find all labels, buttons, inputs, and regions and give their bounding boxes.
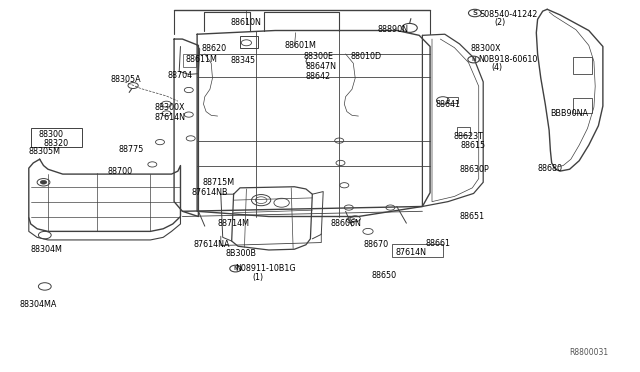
Text: 87614NB: 87614NB: [192, 188, 228, 197]
Text: 88775: 88775: [118, 145, 144, 154]
Text: 88630P: 88630P: [460, 165, 489, 174]
Text: 88300E: 88300E: [304, 52, 334, 61]
Text: 88304M: 88304M: [31, 245, 63, 254]
Text: 8B300B: 8B300B: [225, 249, 256, 258]
Text: 88305M: 88305M: [28, 147, 60, 156]
Text: 88606N: 88606N: [330, 219, 361, 228]
Text: (4): (4): [492, 63, 502, 72]
Text: BBB90NA: BBB90NA: [550, 109, 588, 118]
Text: 88890N: 88890N: [378, 25, 408, 34]
Text: N08911-10B1G: N08911-10B1G: [236, 264, 296, 273]
Bar: [447, 97, 458, 103]
Text: 88601M: 88601M: [285, 41, 317, 50]
Text: S: S: [472, 10, 477, 16]
Text: 88680: 88680: [538, 164, 563, 173]
Text: 88615: 88615: [461, 141, 486, 150]
Text: (2): (2): [495, 18, 506, 27]
Text: 88661: 88661: [426, 239, 451, 248]
Text: 87614N: 87614N: [396, 248, 426, 257]
Text: N: N: [233, 266, 238, 271]
Bar: [240, 36, 258, 48]
Text: 88647N: 88647N: [306, 62, 337, 71]
Text: 88623T: 88623T: [453, 132, 483, 141]
Text: 88305A: 88305A: [110, 76, 141, 84]
Text: 88345: 88345: [230, 56, 255, 65]
Bar: [31, 128, 82, 147]
Text: 88304MA: 88304MA: [19, 300, 56, 309]
Text: 88300: 88300: [38, 130, 63, 139]
Text: S08540-41242: S08540-41242: [480, 10, 538, 19]
Text: 88010D: 88010D: [351, 52, 382, 61]
Text: 87614N: 87614N: [155, 113, 186, 122]
Text: 88642: 88642: [306, 72, 331, 81]
Text: (1): (1): [253, 273, 264, 282]
Text: 88704: 88704: [168, 71, 193, 80]
Bar: [573, 98, 592, 113]
Text: 88715M: 88715M: [202, 178, 234, 187]
Text: 88320: 88320: [44, 139, 68, 148]
Text: 88670: 88670: [364, 240, 388, 249]
Text: 88651: 88651: [460, 212, 484, 221]
Bar: [457, 127, 470, 135]
Text: 88620: 88620: [202, 44, 227, 53]
Text: R8800031: R8800031: [569, 348, 609, 357]
Bar: [573, 57, 592, 74]
Text: N: N: [471, 57, 476, 62]
Circle shape: [40, 180, 47, 184]
Text: 88610N: 88610N: [231, 18, 262, 27]
Text: 88611M: 88611M: [186, 55, 218, 64]
Bar: [183, 54, 196, 67]
Text: 88700: 88700: [108, 167, 132, 176]
Text: 88641: 88641: [435, 100, 460, 109]
Text: 88300X: 88300X: [470, 44, 501, 53]
Text: 88300X: 88300X: [155, 103, 186, 112]
Text: N0B918-60610: N0B918-60610: [479, 55, 538, 64]
Text: 88714M: 88714M: [218, 219, 250, 228]
Bar: [392, 244, 443, 257]
Text: 87614NA: 87614NA: [193, 240, 230, 249]
Text: 88650: 88650: [371, 271, 396, 280]
